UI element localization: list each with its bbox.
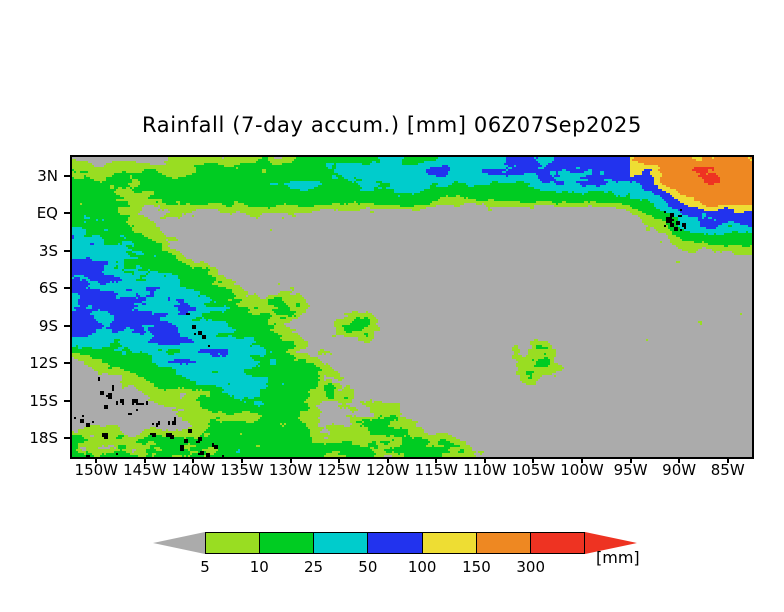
y-axis-tick-label: 3N — [37, 166, 58, 185]
colorbar: 5 10 25 50 100 150 300 — [153, 532, 637, 576]
x-axis-tick-label: 140W — [171, 461, 216, 479]
x-axis-tick-label: 110W — [463, 461, 507, 479]
x-axis-tick-label: 120W — [365, 461, 410, 479]
x-axis-tick-label: 125W — [317, 461, 361, 479]
x-axis-tick-label: 115W — [414, 461, 459, 479]
y-axis-tick-label: EQ — [36, 204, 58, 223]
y-axis-tick-label: 15S — [29, 391, 58, 410]
y-axis-tick-label: 18S — [29, 429, 58, 448]
map-plot-area[interactable] — [70, 155, 754, 459]
colorbar-segment — [206, 533, 261, 553]
colorbar-segments — [205, 532, 585, 554]
colorbar-tick-label: 10 — [249, 558, 269, 576]
colorbar-segment — [530, 533, 584, 553]
colorbar-tick-label: 150 — [462, 558, 491, 576]
colorbar-segment — [260, 533, 315, 553]
x-axis-tick-label: 145W — [123, 461, 167, 479]
colorbar-segment — [422, 533, 477, 553]
colorbar-tick-label: 25 — [304, 558, 324, 576]
x-axis-tick-label: 90W — [662, 461, 697, 479]
colorbar-tick-label: 300 — [516, 558, 546, 576]
x-axis-tick-label: 85W — [710, 461, 745, 479]
x-axis-tick-label: 100W — [560, 461, 604, 479]
colorbar-tick-label: 5 — [200, 558, 210, 576]
y-axis-tick-label: 9S — [38, 316, 58, 335]
y-axis-tick-label: 3S — [38, 241, 58, 260]
x-axis-tick-label: 95W — [613, 461, 648, 479]
colorbar-under-arrow — [153, 532, 205, 554]
colorbar-segment — [368, 533, 423, 553]
colorbar-over-arrow — [585, 532, 637, 554]
page-title: Rainfall (7-day accum.) [mm] 06Z07Sep202… — [142, 113, 642, 137]
colorbar-segment — [314, 533, 369, 553]
x-axis-tick-label: 135W — [220, 461, 264, 479]
colorbar-units-label: [mm] — [596, 548, 640, 567]
colorbar-segment — [476, 533, 531, 553]
colorbar-tick-label: 100 — [407, 558, 437, 576]
colorbar-tick-label: 50 — [358, 558, 378, 576]
y-axis-tick-label: 12S — [29, 354, 58, 373]
x-axis-tick-label: 130W — [268, 461, 313, 479]
y-axis-tick-label: 6S — [38, 279, 58, 298]
x-axis-tick-label: 105W — [511, 461, 556, 479]
rainfall-heatmap-canvas[interactable] — [72, 157, 752, 457]
x-axis-tick-label: 150W — [74, 461, 119, 479]
